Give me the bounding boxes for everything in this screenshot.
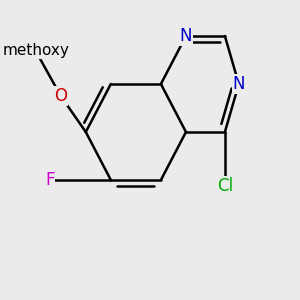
Text: N: N xyxy=(180,27,192,45)
Text: N: N xyxy=(232,75,245,93)
Text: Cl: Cl xyxy=(217,177,233,195)
Text: F: F xyxy=(45,171,54,189)
Text: O: O xyxy=(54,87,67,105)
Text: methoxy: methoxy xyxy=(2,44,69,59)
